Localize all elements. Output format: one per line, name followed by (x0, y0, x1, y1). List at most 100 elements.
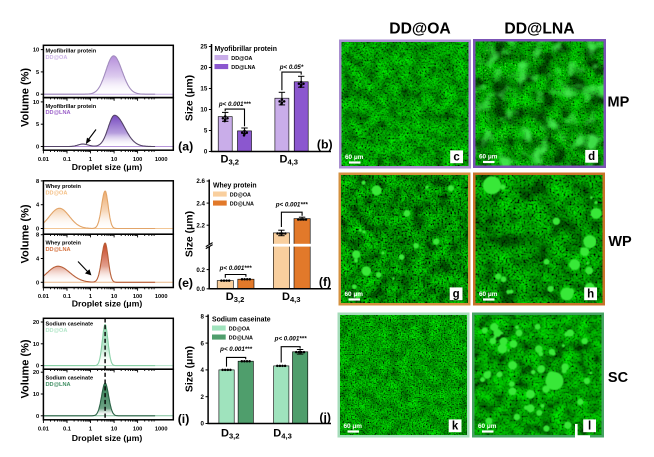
svg-text:0.01: 0.01 (38, 294, 49, 300)
svg-text:20: 20 (33, 320, 39, 326)
svg-text:Sodium caseinate: Sodium caseinate (46, 322, 94, 328)
svg-text:Droplet size (μm): Droplet size (μm) (72, 433, 143, 443)
svg-text:0: 0 (200, 421, 204, 428)
svg-text:10: 10 (33, 48, 39, 54)
svg-text:60 μm: 60 μm (478, 423, 497, 430)
svg-text:g: g (453, 289, 460, 301)
svg-text:1: 1 (89, 157, 92, 163)
svg-text:1000: 1000 (155, 157, 168, 163)
svg-text:DD@OA: DD@OA (46, 55, 68, 61)
svg-text:DD@LNA: DD@LNA (504, 20, 574, 37)
svg-text:4: 4 (36, 203, 40, 209)
svg-text:100: 100 (133, 426, 143, 432)
svg-text:MP: MP (608, 95, 630, 111)
svg-text:DD@LNA: DD@LNA (230, 202, 254, 208)
svg-text:1: 1 (89, 426, 92, 432)
svg-text:Whey protein: Whey protein (46, 241, 82, 247)
svg-text:60 μm: 60 μm (345, 154, 364, 161)
svg-text:Myofibrillar protein: Myofibrillar protein (215, 46, 277, 53)
svg-text:c: c (453, 152, 460, 164)
svg-text:0.0: 0.0 (196, 286, 205, 293)
svg-text:0: 0 (36, 364, 39, 370)
svg-text:D4,3: D4,3 (273, 428, 292, 441)
svg-text:D3,2: D3,2 (226, 291, 245, 304)
svg-text:0: 0 (36, 92, 39, 98)
svg-text:Whey protein: Whey protein (213, 183, 257, 190)
svg-text:p< 0.001***: p< 0.001*** (218, 101, 251, 108)
svg-text:0: 0 (36, 227, 39, 233)
svg-text:8: 8 (36, 233, 39, 239)
svg-text:2.6: 2.6 (196, 178, 205, 185)
svg-text:DD@LNA: DD@LNA (46, 382, 71, 388)
svg-text:(j): (j) (319, 411, 331, 425)
svg-text:Sodium caseinate: Sodium caseinate (46, 376, 94, 382)
svg-text:1000: 1000 (155, 426, 168, 432)
svg-text:(e): (e) (178, 276, 193, 290)
svg-text:0: 0 (36, 145, 39, 151)
svg-text:Sodium caseinate: Sodium caseinate (212, 317, 271, 324)
svg-text:Size (μm): Size (μm) (185, 346, 196, 392)
svg-text:8: 8 (200, 314, 204, 321)
svg-text:2.4: 2.4 (196, 200, 205, 207)
svg-text:0.01: 0.01 (38, 426, 49, 432)
svg-text:(f): (f) (319, 275, 331, 289)
svg-text:5: 5 (204, 128, 208, 135)
svg-text:10: 10 (200, 107, 207, 114)
svg-text:60 μm: 60 μm (345, 291, 364, 298)
svg-text:Size (μm): Size (μm) (185, 75, 196, 121)
svg-text:D3,2: D3,2 (221, 428, 240, 441)
svg-text:5: 5 (36, 122, 39, 128)
svg-text:p< 0.001***: p< 0.001*** (274, 336, 307, 343)
svg-text:20: 20 (33, 370, 39, 376)
svg-text:Droplet size (μm): Droplet size (μm) (72, 298, 143, 308)
svg-text:1000: 1000 (155, 294, 168, 300)
svg-text:10: 10 (33, 392, 39, 398)
svg-text:DD@OA: DD@OA (46, 328, 68, 334)
svg-text:0.1: 0.1 (63, 157, 71, 163)
svg-text:DD@OA: DD@OA (230, 193, 251, 199)
svg-text:(a): (a) (178, 139, 193, 153)
svg-text:15: 15 (200, 86, 207, 93)
svg-text:0.01: 0.01 (38, 157, 49, 163)
svg-text:60 μm: 60 μm (479, 153, 498, 160)
svg-text:25: 25 (200, 44, 207, 51)
svg-text:DD@LNA: DD@LNA (46, 247, 71, 253)
svg-text:DD@OA: DD@OA (231, 56, 252, 62)
svg-text:0: 0 (36, 414, 39, 420)
svg-text:100: 100 (133, 157, 143, 163)
svg-text:k: k (452, 421, 459, 433)
svg-text:10: 10 (33, 100, 39, 106)
svg-text:(b): (b) (317, 138, 333, 152)
svg-text:0.1: 0.1 (63, 294, 71, 300)
svg-text:d: d (588, 151, 595, 163)
svg-text:WP: WP (608, 234, 632, 250)
svg-text:0: 0 (36, 280, 39, 286)
svg-text:100: 100 (133, 294, 143, 300)
svg-text:Droplet size (μm): Droplet size (μm) (72, 162, 143, 172)
svg-text:DD@LNA: DD@LNA (229, 336, 253, 342)
svg-text:DD@OA: DD@OA (229, 327, 250, 333)
svg-text:10: 10 (111, 426, 117, 432)
svg-text:60 μm: 60 μm (479, 291, 498, 298)
svg-text:p< 0.001***: p< 0.001*** (219, 346, 252, 353)
svg-text:4: 4 (200, 367, 204, 374)
svg-text:D4,3: D4,3 (280, 154, 299, 167)
svg-text:2.2: 2.2 (196, 222, 205, 229)
svg-text:Whey protein: Whey protein (46, 184, 82, 190)
svg-text:Size (μm): Size (μm) (185, 211, 196, 257)
svg-text:Volume (%): Volume (%) (20, 204, 32, 263)
svg-text:Volume (%): Volume (%) (20, 68, 32, 127)
svg-text:h: h (587, 289, 594, 301)
svg-text:0.2: 0.2 (196, 267, 205, 274)
svg-text:20: 20 (200, 65, 207, 72)
svg-text:Volume (%): Volume (%) (20, 339, 32, 398)
svg-text:p< 0.05*: p< 0.05* (279, 64, 304, 71)
svg-text:DD@LNA: DD@LNA (46, 110, 71, 116)
svg-text:1: 1 (89, 294, 92, 300)
svg-text:6: 6 (200, 340, 204, 347)
svg-text:DD@OA: DD@OA (389, 20, 451, 37)
svg-text:D3,2: D3,2 (221, 154, 240, 167)
svg-text:2: 2 (200, 394, 204, 401)
svg-text:0.1: 0.1 (63, 426, 71, 432)
svg-text:p< 0.001***: p< 0.001*** (275, 202, 308, 209)
